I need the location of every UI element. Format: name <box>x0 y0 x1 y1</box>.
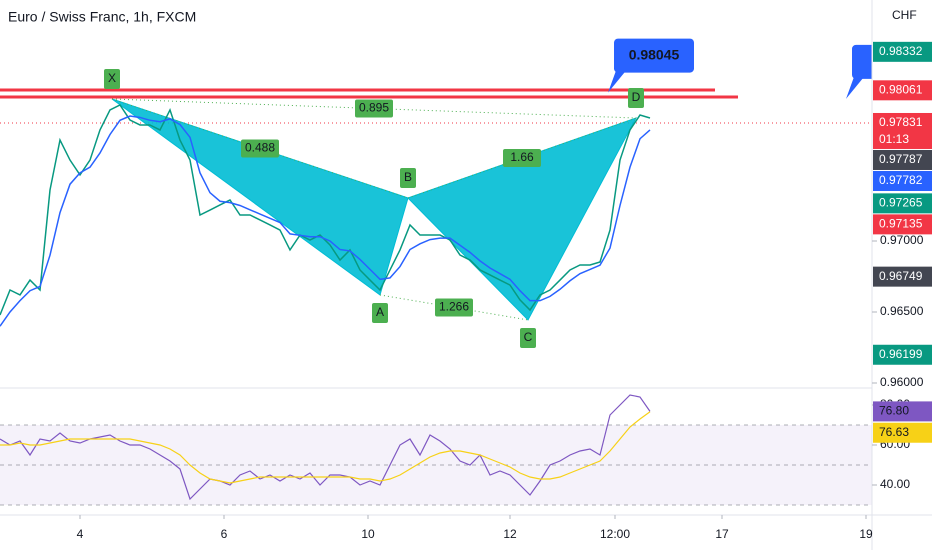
price-tag: 0.96199 <box>873 344 932 365</box>
price-tag: 0.97831 01:13 <box>873 112 932 149</box>
ratio-label: 1.266 <box>439 300 469 314</box>
x-tick-label: 12:00 <box>600 527 630 541</box>
ratio-label: 1.66 <box>510 150 534 164</box>
price-tag-box <box>873 214 932 235</box>
price-tag-label: 0.97787 <box>879 152 923 166</box>
price-tag-box <box>873 344 932 365</box>
callout-box <box>852 44 872 79</box>
rsi-tick-label: 40.00 <box>880 477 910 491</box>
price-tag-label: 0.96749 <box>879 269 923 283</box>
ratio-box <box>435 298 473 317</box>
price-tag: 0.98332 <box>873 41 932 62</box>
price-tag-box <box>873 266 932 287</box>
pattern-triangle <box>407 117 638 321</box>
pattern-point-label: X <box>108 71 116 85</box>
price-line <box>0 115 651 327</box>
ratio-label: 0.895 <box>359 101 389 115</box>
rsi-tag-label: 76.63 <box>879 425 909 439</box>
price-tag-label: 0.97135 <box>879 217 923 231</box>
price-tag-sub: 01:13 <box>879 132 909 146</box>
rsi-tag-label: 76.80 <box>879 404 909 418</box>
x-tick-label: 4 <box>77 527 84 541</box>
price-tag: 0.97135 <box>873 214 932 235</box>
price-tag-label: 0.97782 <box>879 173 923 187</box>
pattern-point-label: A <box>376 305 384 319</box>
y-tick-label: 0.97000 <box>880 233 924 247</box>
ratio-label: 0.488 <box>245 141 275 155</box>
callout-box <box>614 38 694 73</box>
rsi-tag-box <box>873 401 932 422</box>
x-tick-label: 17 <box>715 527 729 541</box>
x-tick-label: 19 <box>859 527 873 541</box>
ratio-box <box>355 99 393 118</box>
price-axis: 0.970000.965000.9600040.0060.0080.000.98… <box>872 41 932 491</box>
price-line <box>0 103 651 316</box>
callout-pointer <box>608 70 626 93</box>
pattern-point-label: C <box>524 330 533 344</box>
pattern-point-box <box>520 327 536 348</box>
price-tag-label: 0.96199 <box>879 347 923 361</box>
price-tag-label: 0.97265 <box>879 196 923 210</box>
price-tag-label: 0.98332 <box>879 44 923 58</box>
price-tag: 0.97782 <box>873 170 932 191</box>
ratio-line <box>111 98 637 119</box>
callout-label: 0.98045 <box>629 46 680 62</box>
callout-pointer <box>846 76 864 99</box>
price-tag: 0.96749 <box>873 266 932 287</box>
ratio-box <box>241 139 279 158</box>
x-tick-label: 6 <box>221 527 228 541</box>
price-tag-label: 0.98061 <box>879 82 923 96</box>
price-tag: 0.97265 <box>873 193 932 214</box>
rsi-line <box>0 394 651 501</box>
rsi-line <box>0 411 651 484</box>
price-tag-box <box>873 170 932 191</box>
pattern-point-box <box>104 68 120 89</box>
price-tag: 0.97787 <box>873 149 932 170</box>
x-tick-label: 12 <box>503 527 517 541</box>
y-tick-label: 0.96000 <box>880 375 924 389</box>
pattern-point-box <box>400 167 416 188</box>
x-tick-label: 10 <box>361 527 375 541</box>
price-tag-box <box>873 149 932 170</box>
price-tag: 0.98061 <box>873 80 932 101</box>
currency: CHF <box>892 8 917 22</box>
pattern-point-label: D <box>632 90 641 104</box>
pattern-point-label: B <box>404 170 412 184</box>
pattern-point-box <box>628 88 644 109</box>
ratio-box <box>503 148 541 167</box>
chart-title: Euro / Swiss Franc, 1h, FXCM <box>8 9 196 25</box>
price-tag-box <box>873 80 932 101</box>
y-tick-label: 0.96500 <box>880 304 924 318</box>
price-tag-label: 0.97831 <box>879 115 923 129</box>
price-tag-box <box>873 41 932 62</box>
price-tag-box <box>873 193 932 214</box>
pattern-point-box <box>372 302 388 323</box>
price-tag-box <box>873 112 932 149</box>
rsi-tag-box <box>873 422 932 443</box>
